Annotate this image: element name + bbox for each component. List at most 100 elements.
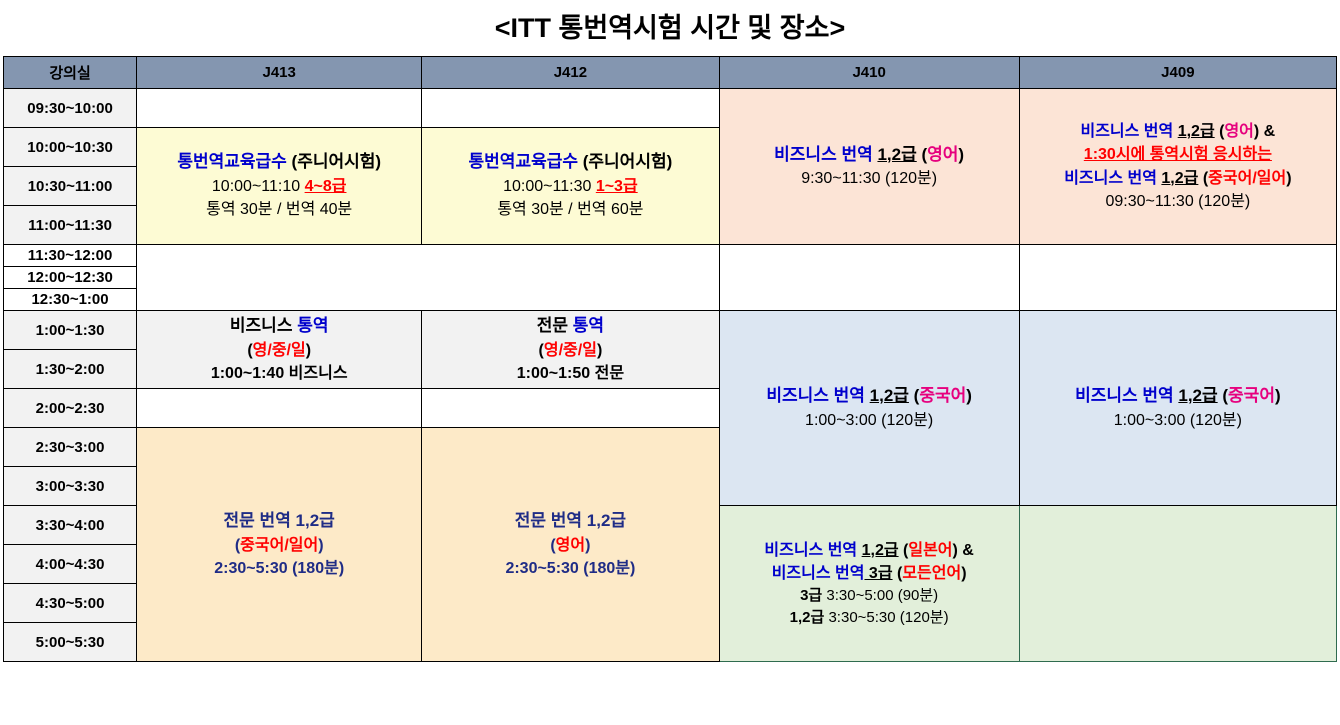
j412-morning-l2b: 1~3급: [595, 178, 638, 196]
j410-afternoon-l1c: (: [908, 386, 920, 406]
cell-j410-morning: 비즈니스 번역 1,2급 (영어) 9:30~11:30 (120분): [718, 88, 1020, 245]
time-label: 4:30~5:00: [2, 583, 138, 623]
cell-j409-evening: [1018, 505, 1338, 662]
j413-evening-l3: 2:30~5:30 (180분): [214, 559, 345, 577]
table-row: 4:30~5:00: [2, 583, 1337, 623]
table-row: 2:30~3:00 전문 번역 1,2급 (중국어/일어) 2:30~5:30 …: [2, 427, 1337, 662]
j410-morning-l1e: ): [958, 144, 965, 164]
j410-evening-l2a: 비즈니스 번역: [771, 564, 865, 582]
j410-evening-l3a: 3급: [800, 586, 823, 604]
j410-evening-l1a: 비즈니스 번역: [764, 541, 862, 559]
header-classroom: 강의실: [2, 56, 138, 89]
header-room-j410: J410: [718, 56, 1020, 89]
cell-j413-morning: 통번역교육급수 (주니어시험) 10:00~11:10 4~8급 통역 30분 …: [136, 127, 423, 245]
j412-afternoon-text: 전문 통역 (영/중/일) 1:00~1:50 전문: [422, 312, 718, 387]
j412-afternoon-l1a: 전문: [536, 315, 573, 335]
j410-evening-l4a: 1,2급: [789, 608, 825, 626]
j412-evening-l2c: ): [585, 536, 591, 554]
cell-j410-evening: 비즈니스 번역 1,2급 (일본어) & 비즈니스 번역 3급 (모든언어) 3…: [718, 505, 1020, 662]
cell-j410-lunch: [718, 244, 1020, 311]
table-row: 1:00~1:30 비즈니스 통역 (영/중/일) 1:00~1:40 비즈니스: [2, 310, 1338, 506]
cell-j412-0200: [421, 388, 720, 428]
j409-morning-l1a: 비즈니스 번역: [1080, 123, 1178, 141]
j410-evening-l2d: 모든언어: [902, 564, 962, 582]
j413-evening-l1: 전문 번역 1,2급: [223, 510, 335, 530]
time-label: 11:30~12:00: [2, 244, 138, 267]
header-room-j409: J409: [1018, 56, 1338, 89]
j413-afternoon-l1b: 통역: [297, 315, 329, 335]
j413-morning-l1a: 통번역교육급수: [177, 152, 287, 172]
table-row: 2:00~2:30: [2, 388, 1337, 428]
j410-evening-l1c: (: [898, 541, 909, 559]
cell-j413-0930: [136, 88, 423, 128]
j409-afternoon-l1e: ): [1274, 386, 1281, 406]
j410-evening-l1b: 1,2급: [861, 541, 899, 559]
j409-afternoon-l1b: 1,2급: [1178, 386, 1218, 406]
table-row: 11:30~12:00: [2, 244, 1338, 311]
page-title: <ITT 통번역시험 시간 및 장소>: [494, 13, 846, 43]
table-row: 12:30~1:00: [2, 288, 1337, 311]
table-row: 4:00~4:30: [2, 544, 1337, 584]
j410-afternoon-l2: 1:00~3:00 (120분): [805, 411, 934, 429]
j412-morning-l3: 통역 30분 / 번역 60분: [497, 201, 644, 219]
j413-afternoon-l3: 1:00~1:40 비즈니스: [210, 364, 348, 382]
j410-afternoon-l1a: 비즈니스 번역: [766, 386, 870, 406]
j413-afternoon-text: 비즈니스 통역 (영/중/일) 1:00~1:40 비즈니스: [137, 312, 421, 387]
header-room-j413: J413: [136, 56, 423, 89]
j412-morning-l1b: (주니어시험): [578, 152, 673, 172]
j412-afternoon-l1b: 통역: [572, 315, 605, 335]
j410-afternoon-l1e: ): [966, 386, 972, 406]
cell-j413-j412-lunch: [136, 244, 720, 311]
j413-morning-l2a: 10:00~11:10: [211, 178, 305, 196]
j409-morning-l3c: (: [1198, 169, 1209, 187]
table-row: 3:30~4:00 비즈니스 번역 1,2급 (일본어) & 비즈니스 번역 3…: [2, 505, 1338, 662]
table-row: 1:30~2:00: [2, 349, 1337, 389]
j410-afternoon-l1d: 중국어: [919, 386, 967, 406]
time-label: 12:00~12:30: [2, 266, 138, 289]
j409-morning-l3e: ): [1286, 169, 1292, 187]
table-row: 3:00~3:30: [2, 466, 1337, 506]
j413-morning-text: 통번역교육급수 (주니어시험) 10:00~11:10 4~8급 통역 30분 …: [137, 148, 421, 223]
table-row: 10:30~11:00: [2, 166, 1337, 206]
cell-j413-0200: [136, 388, 423, 428]
j413-evening-l2b: 중국어/일어: [240, 536, 319, 554]
j409-afternoon-l2: 1:00~3:00 (120분): [1113, 411, 1242, 429]
j410-evening-l2c: (: [892, 564, 903, 582]
j412-afternoon-l3: 1:00~1:50 전문: [516, 364, 625, 382]
time-label: 10:30~11:00: [2, 166, 138, 206]
j413-morning-l1b: (주니어시험): [286, 152, 382, 172]
j410-afternoon-text: 비즈니스 번역 1,2급 (중국어) 1:00~3:00 (120분): [720, 382, 1019, 434]
time-label: 3:30~4:00: [2, 505, 138, 545]
j412-afternoon-l2b: 영/중/일: [543, 341, 597, 359]
j413-evening-text: 전문 번역 1,2급 (중국어/일어) 2:30~5:30 (180분): [137, 507, 421, 582]
time-label: 12:30~1:00: [2, 288, 138, 311]
j410-morning-l1c: (: [916, 144, 928, 164]
j413-morning-l2b: 4~8급: [304, 178, 347, 196]
j410-evening-l1d: 일본어: [908, 541, 953, 559]
time-label: 09:30~10:00: [2, 88, 138, 128]
j410-morning-l1d: 영어: [927, 144, 959, 164]
time-label: 3:00~3:30: [2, 466, 138, 506]
j409-morning-l2: 1:30시에 통역시험 응시하는: [1083, 146, 1272, 164]
cell-j409-lunch: [1018, 244, 1338, 311]
j409-afternoon-text: 비즈니스 번역 1,2급 (중국어) 1:00~3:00 (120분): [1020, 382, 1336, 434]
j409-morning-l3b: 1,2급: [1161, 169, 1199, 187]
schedule-table: 강의실 J413 J412 J410 J409 09:30~10:00 비즈니스…: [2, 56, 1338, 662]
j412-evening-l2b: 영어: [555, 536, 586, 554]
cell-j412-evening: 전문 번역 1,2급 (영어) 2:30~5:30 (180분): [421, 427, 720, 662]
j410-evening-text: 비즈니스 번역 1,2급 (일본어) & 비즈니스 번역 3급 (모든언어) 3…: [720, 537, 1019, 631]
j413-evening-l2c: ): [318, 536, 324, 554]
j413-evening-l2a: (: [234, 536, 241, 554]
j413-morning-l3: 통역 30분 / 번역 40분: [206, 201, 353, 219]
header-room-j412: J412: [421, 56, 720, 89]
j412-morning-l1a: 통번역교육급수: [468, 152, 579, 172]
j409-afternoon-l1a: 비즈니스 번역: [1075, 386, 1179, 406]
time-label: 11:00~11:30: [2, 205, 138, 245]
j410-evening-l2b: 3급: [864, 564, 893, 582]
table-row: 12:00~12:30: [2, 266, 1337, 289]
time-label: 1:30~2:00: [2, 349, 138, 389]
j412-afternoon-l2a: (: [538, 341, 544, 359]
table-row: 10:00~10:30 통번역교육급수 (주니어시험) 10:00~11:10 …: [2, 127, 1337, 245]
cell-j412-0930: [421, 88, 720, 128]
cell-j409-morning: 비즈니스 번역 1,2급 (영어) & 1:30시에 통역시험 응시하는 비즈니…: [1018, 88, 1338, 245]
